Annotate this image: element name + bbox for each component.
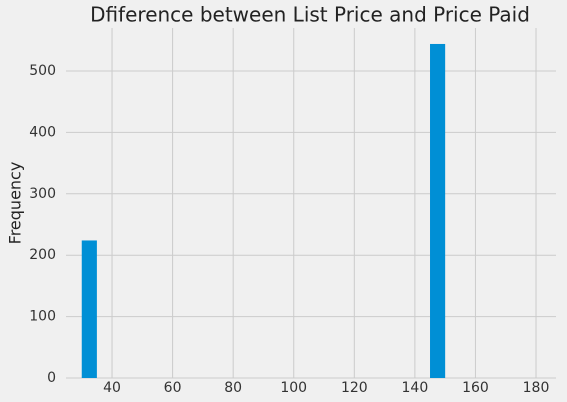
- bar: [81, 240, 97, 378]
- y-tick-label: 200: [29, 247, 56, 263]
- x-tick-label: 120: [341, 380, 368, 396]
- x-tick-label: 60: [164, 380, 182, 396]
- y-tick-label: 100: [29, 309, 56, 325]
- y-tick-label: 400: [29, 124, 56, 140]
- bar: [430, 43, 446, 379]
- x-tick-label: 40: [103, 380, 121, 396]
- x-tick-label: 80: [224, 380, 242, 396]
- y-tick-label: 0: [47, 370, 56, 386]
- y-tick-label: 300: [29, 186, 56, 202]
- y-tick-label: 500: [29, 63, 56, 79]
- y-axis-label: Frequency: [6, 162, 25, 245]
- x-tick-label: 180: [523, 380, 550, 396]
- x-tick-label: 140: [402, 380, 429, 396]
- x-tick-label: 100: [280, 380, 307, 396]
- x-tick-label: 160: [462, 380, 489, 396]
- chart-title: Dfiference between List Price and Price …: [90, 3, 530, 27]
